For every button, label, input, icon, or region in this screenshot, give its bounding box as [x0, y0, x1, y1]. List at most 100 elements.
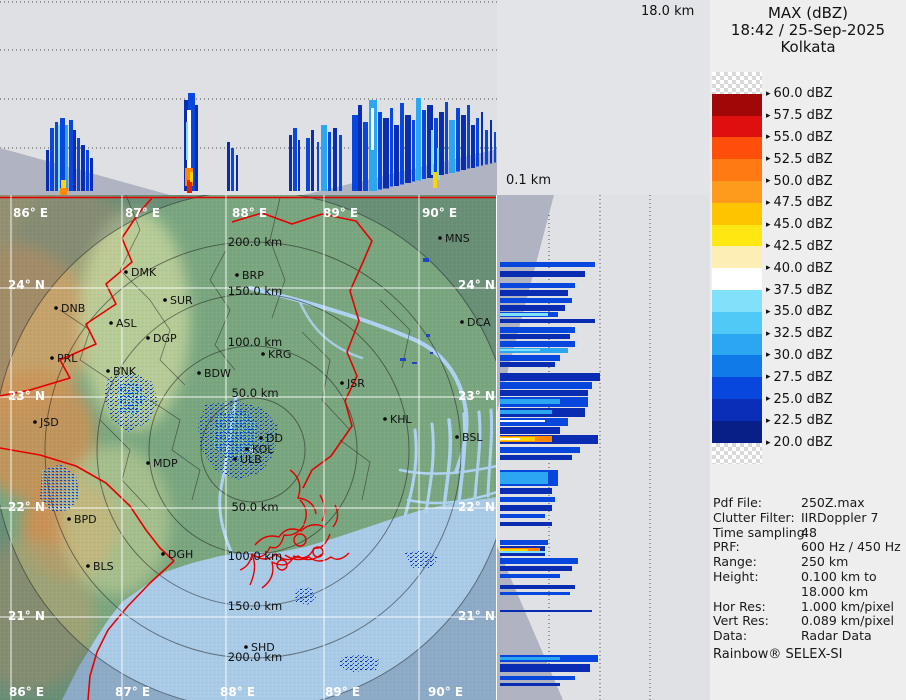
colorbar-tick-label: 45.0 dBZ	[773, 217, 833, 233]
range-ring-label: 200.0 km	[228, 650, 282, 664]
metadata-label: Hor Res:	[713, 598, 766, 614]
latitude-label: 21° N	[458, 609, 495, 623]
echo-columns	[46, 93, 496, 195]
colorbar-tick-label: 47.5 dBZ	[773, 195, 833, 211]
tick-arrow-icon: ▸	[766, 88, 771, 99]
latitude-label: 24° N	[458, 278, 495, 292]
cross-section-top-panel	[0, 0, 497, 195]
station-dot	[245, 447, 249, 451]
tick-arrow-icon: ▸	[766, 197, 771, 208]
colorbar-cell	[712, 246, 762, 269]
station-dot	[54, 306, 58, 310]
metadata-label: PRF:	[713, 539, 740, 555]
latlon-labels: 86° E 86° E 87° E 87° E 88° E 88° E 89° E 89° E…	[8, 206, 495, 699]
range-ring-label: 100.0 km	[228, 549, 282, 563]
colorbar-cell	[712, 377, 762, 399]
state-boundaries	[0, 196, 497, 700]
tick-arrow-icon: ▸	[766, 241, 771, 252]
station-dot	[259, 436, 263, 440]
colorbar-cell	[712, 115, 762, 138]
metadata-label: Pdf File:	[713, 495, 762, 510]
district-boundaries	[59, 195, 411, 511]
radar-map-canvas: 86° E 86° E 87° E 87° E 88° E 88° E 89° E 89° E…	[0, 195, 497, 700]
station-dot	[124, 270, 128, 274]
height-min-label: 0.1 km	[506, 173, 551, 188]
metadata-label: Range:	[713, 554, 757, 570]
echo-rows	[500, 262, 600, 686]
station-dot	[86, 564, 90, 568]
tick-arrow-icon: ▸	[766, 176, 771, 186]
tick-arrow-icon: ▸	[766, 350, 771, 361]
cross-section-top-canvas	[0, 1, 497, 195]
tick-arrow-icon: ▸	[766, 394, 771, 404]
colorbar-cell	[712, 93, 762, 116]
station-dot	[161, 552, 165, 556]
tick-arrow-icon: ▸	[766, 110, 771, 121]
station-label: ASL	[116, 317, 138, 330]
longitude-label: 88° E	[220, 685, 255, 699]
metadata-value: 250Z.max	[801, 495, 865, 510]
station-dot	[235, 273, 239, 277]
latitude-label: 23° N	[8, 389, 45, 403]
metadata-label: Data:	[713, 628, 748, 644]
tick-arrow-icon: ▸	[766, 372, 771, 383]
station-label: KRG	[268, 348, 291, 361]
colorbar-cell	[712, 355, 762, 378]
colorbar-tick-label: 22.5 dBZ	[773, 413, 833, 429]
colorbar-cell	[712, 159, 762, 181]
colorbar-cell	[712, 290, 762, 312]
range-ring-label: 50.0 km	[231, 500, 278, 514]
station-dot	[146, 461, 150, 465]
station-dot	[438, 236, 442, 240]
metadata-value: 250 km	[801, 554, 849, 570]
tick-arrow-icon: ▸	[766, 328, 771, 339]
colorbar-cell	[712, 311, 762, 334]
colorbar-tick-label: 52.5 dBZ	[773, 151, 833, 167]
colorbar-cell	[712, 137, 762, 160]
tick-arrow-icon: ▸	[766, 415, 771, 426]
colorbar-tick-label: 35.0 dBZ	[773, 304, 833, 320]
station-label: ULB	[240, 453, 262, 466]
colorbar-cell	[712, 202, 762, 225]
station-dot	[455, 435, 459, 439]
station-label: MDP	[153, 457, 178, 470]
longitude-label: 89° E	[323, 206, 358, 220]
colorbar-tick-label: 25.0 dBZ	[773, 391, 833, 407]
metadata-label	[713, 584, 801, 599]
station-label: DGH	[168, 548, 193, 561]
station-label: DNB	[61, 302, 85, 315]
colorbar-tick-label: 27.5 dBZ	[773, 369, 833, 385]
tick-arrow-icon: ▸	[766, 306, 771, 317]
station-label: KOL	[252, 443, 274, 456]
station-label: JSR	[346, 377, 365, 390]
colorbar-cell	[712, 420, 762, 443]
station-markers: MNS DMK BRP SUR DNB DCA ASL DGP KRG PRL BNK BDW JSR K…	[33, 232, 491, 654]
legend-panel: MAX (dBZ) 18:42 / 25-Sep-2025 Kolkata ▸ 6…	[710, 0, 906, 700]
colorbar-tick-label: 37.5 dBZ	[773, 282, 833, 298]
station-dot	[197, 371, 201, 375]
colorbar-tick-label: 57.5 dBZ	[773, 108, 833, 124]
metadata-value: 600 Hz / 450 Hz	[801, 539, 901, 555]
precipitation-echoes	[40, 258, 438, 672]
colorbar-cell	[712, 268, 762, 290]
colorbar-cell	[712, 224, 762, 247]
station-dot	[163, 298, 167, 302]
station-label: DMK	[131, 266, 157, 279]
sundarbans-boundary	[239, 469, 350, 589]
range-ring-label: 150.0 km	[228, 599, 282, 613]
product-title: MAX (dBZ)	[767, 4, 849, 22]
metadata-label: Height:	[713, 568, 759, 584]
metadata-value: 18.000 km	[801, 583, 869, 599]
longitude-label: 90° E	[428, 685, 463, 699]
colorbar-tick-label: 40.0 dBZ	[773, 260, 833, 276]
station-dot	[244, 645, 248, 649]
metadata-value: Radar Data	[801, 628, 872, 644]
colorbar-tick-label: 42.5 dBZ	[773, 238, 833, 254]
station-label: BSL	[462, 431, 483, 444]
colorbar-tick-label: 55.0 dBZ	[773, 129, 833, 145]
colorbar-tick-label: 32.5 dBZ	[773, 326, 833, 342]
station-dot	[383, 417, 387, 421]
colorbar-cell	[712, 399, 762, 421]
metadata-label: Vert Res:	[713, 613, 769, 629]
